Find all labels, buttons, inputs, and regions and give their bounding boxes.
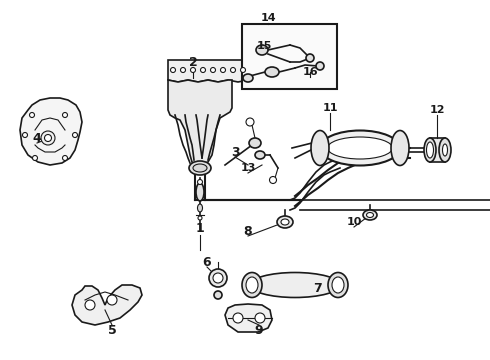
Ellipse shape: [41, 131, 55, 145]
Ellipse shape: [249, 138, 261, 148]
Ellipse shape: [243, 74, 253, 82]
Ellipse shape: [211, 68, 216, 72]
Ellipse shape: [328, 273, 348, 297]
Bar: [242, 24, 337, 89]
Ellipse shape: [270, 176, 276, 184]
Polygon shape: [225, 304, 272, 332]
Text: 3: 3: [231, 145, 239, 158]
Ellipse shape: [63, 156, 68, 161]
Text: 10: 10: [346, 217, 362, 227]
Ellipse shape: [424, 138, 436, 162]
Ellipse shape: [197, 180, 202, 185]
Ellipse shape: [233, 313, 243, 323]
Ellipse shape: [29, 113, 34, 117]
Text: 12: 12: [429, 105, 445, 115]
Polygon shape: [72, 285, 142, 325]
Polygon shape: [20, 98, 82, 165]
Ellipse shape: [277, 216, 293, 228]
Text: 1: 1: [196, 221, 204, 234]
Text: 8: 8: [244, 225, 252, 238]
Ellipse shape: [363, 210, 377, 220]
Ellipse shape: [191, 68, 196, 72]
Ellipse shape: [439, 138, 451, 162]
Text: 13: 13: [240, 163, 256, 173]
Ellipse shape: [391, 131, 409, 166]
Ellipse shape: [230, 68, 236, 72]
Ellipse shape: [45, 135, 51, 141]
Ellipse shape: [256, 45, 268, 55]
Ellipse shape: [250, 273, 340, 297]
Ellipse shape: [241, 68, 245, 72]
Ellipse shape: [220, 68, 225, 72]
Text: 7: 7: [314, 282, 322, 294]
Ellipse shape: [327, 137, 392, 159]
Ellipse shape: [320, 131, 400, 166]
Ellipse shape: [214, 291, 222, 299]
Text: 11: 11: [322, 103, 338, 113]
Ellipse shape: [311, 131, 329, 166]
Ellipse shape: [281, 219, 289, 225]
Ellipse shape: [193, 164, 207, 172]
Ellipse shape: [209, 269, 227, 287]
Ellipse shape: [200, 68, 205, 72]
Ellipse shape: [73, 132, 77, 138]
Polygon shape: [430, 138, 445, 162]
Ellipse shape: [180, 68, 186, 72]
Ellipse shape: [246, 118, 254, 126]
Polygon shape: [168, 80, 232, 165]
Ellipse shape: [367, 212, 373, 217]
Text: 6: 6: [203, 256, 211, 269]
Ellipse shape: [442, 144, 447, 156]
Ellipse shape: [306, 54, 314, 62]
Ellipse shape: [316, 62, 324, 70]
Ellipse shape: [255, 151, 265, 159]
Ellipse shape: [246, 277, 258, 293]
Ellipse shape: [32, 156, 38, 161]
Text: 5: 5: [108, 324, 117, 337]
Ellipse shape: [85, 300, 95, 310]
Ellipse shape: [189, 161, 211, 175]
Text: 14: 14: [260, 13, 276, 23]
Text: 15: 15: [256, 41, 271, 51]
Ellipse shape: [242, 273, 262, 297]
Ellipse shape: [426, 142, 434, 158]
Text: 4: 4: [33, 131, 41, 144]
Ellipse shape: [107, 295, 117, 305]
Ellipse shape: [197, 204, 202, 212]
Text: 16: 16: [302, 67, 318, 77]
Ellipse shape: [213, 273, 223, 283]
Ellipse shape: [332, 277, 344, 293]
Text: 9: 9: [255, 324, 263, 337]
Text: 2: 2: [189, 55, 197, 68]
Ellipse shape: [196, 183, 204, 201]
Ellipse shape: [63, 113, 68, 117]
Ellipse shape: [198, 216, 202, 220]
Polygon shape: [168, 60, 248, 82]
Ellipse shape: [255, 313, 265, 323]
Ellipse shape: [23, 132, 27, 138]
Ellipse shape: [171, 68, 175, 72]
Ellipse shape: [265, 67, 279, 77]
